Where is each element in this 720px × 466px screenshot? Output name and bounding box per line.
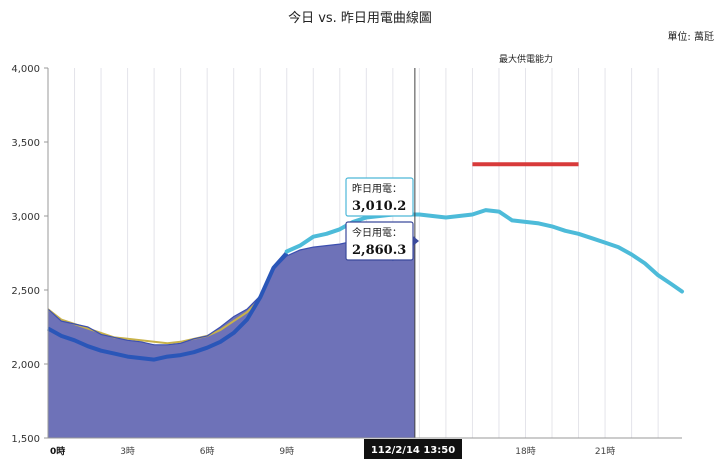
- today-area-fill: [48, 236, 415, 438]
- cursor-time-text: 112/2/14 13:50: [371, 445, 455, 456]
- unit-label: 單位: 萬瓩: [667, 30, 714, 43]
- x-tick-label: 3時: [120, 446, 135, 457]
- tooltip-today-value: 2,860.3: [352, 243, 406, 258]
- x-tick-label: 0時: [50, 445, 65, 457]
- y-tick-label: 2,500: [11, 286, 40, 297]
- tooltip-today-label: 今日用電：: [352, 226, 402, 239]
- y-tick-label: 4,000: [11, 64, 40, 75]
- cursor-time-box: [364, 439, 462, 459]
- tooltip-yesterday-label: 昨日用電：: [352, 183, 402, 195]
- x-tick-label: 6時: [200, 446, 215, 457]
- y-tick-label: 3,500: [11, 138, 40, 149]
- x-tick-label: 21時: [595, 446, 615, 457]
- tooltip-today[interactable]: 今日用電： 2,860.3: [345, 221, 419, 261]
- x-tick-label: 9時: [279, 446, 294, 457]
- tooltip-yesterday-box: [345, 177, 414, 217]
- cursor-time-badge: 112/2/14 13:50: [364, 439, 462, 459]
- y-tick-label: 2,000: [11, 360, 40, 371]
- tooltip-yesterday-value: 3,010.2: [352, 199, 406, 214]
- today-area: [48, 236, 415, 438]
- today-base-line: [47, 251, 289, 362]
- yesterday-early-line: [47, 250, 288, 345]
- max-supply-label: 最大供電能力: [499, 53, 553, 65]
- y-tick-label: 1,500: [11, 434, 40, 445]
- axes: 1,5002,0002,5003,0003,5004,0000時3時6時9時5時…: [11, 64, 682, 457]
- y-tick-label: 3,000: [11, 212, 40, 223]
- x-tick-label: 18時: [515, 446, 535, 457]
- tooltip-today-pointer: [413, 236, 419, 246]
- tooltip-yesterday[interactable]: 昨日用電： 3,010.2: [345, 177, 414, 217]
- chart-title: 今日 vs. 昨日用電曲線圖: [288, 10, 432, 26]
